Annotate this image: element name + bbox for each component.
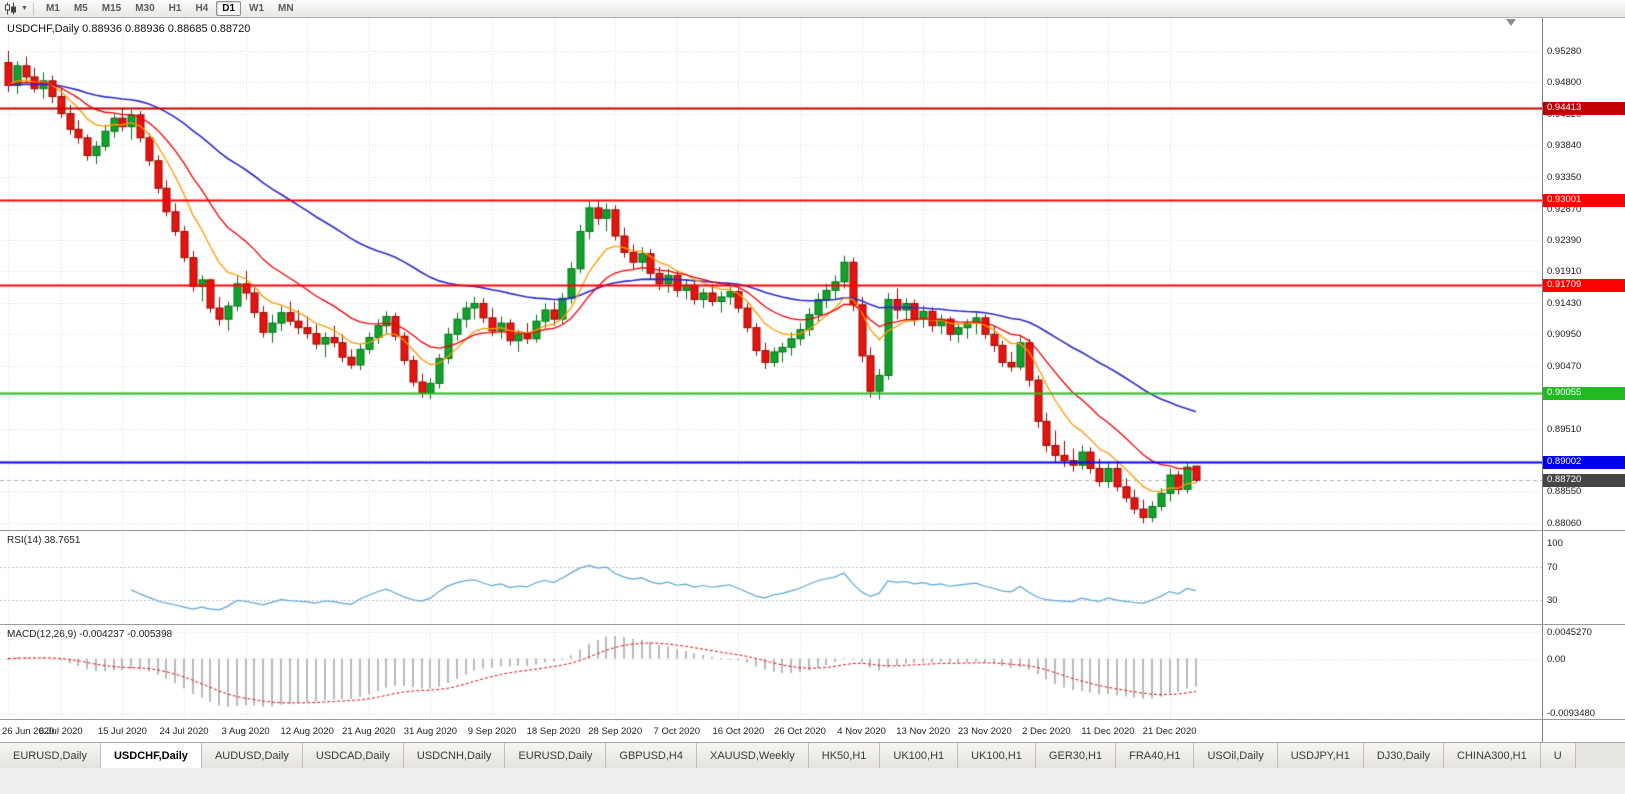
price-level-tag: 0.90055 [1543,386,1625,400]
time-axis-label: 13 Nov 2020 [896,726,951,737]
price-tick-label: 0.93840 [1547,140,1582,152]
chart-tab-uk100-h1[interactable]: UK100,H1 [880,743,959,768]
chart-tab-uk100-h1[interactable]: UK100,H1 [958,743,1036,768]
time-axis-label: 4 Nov 2020 [837,726,886,737]
time-axis-label: 3 Aug 2020 [221,726,270,737]
timeframe-button-m15[interactable]: M15 [101,3,122,14]
macd-tick-label: -0.0093480 [1547,708,1596,720]
chart-tab-eurusd-daily[interactable]: EURUSD,Daily [0,743,101,768]
timeframe-button-h1[interactable]: H1 [168,3,182,14]
chart-tab-usdcnh-daily[interactable]: USDCNH,Daily [403,743,506,768]
time-axis-label: 18 Sep 2020 [526,726,581,737]
bottom-strip [0,768,1625,794]
time-axis-label: 26 Oct 2020 [774,726,826,737]
timeframe-button-h4[interactable]: H4 [195,3,209,14]
time-axis-label: 2 Dec 2020 [1022,726,1071,737]
candlestick-chart-icon[interactable] [4,2,18,15]
chart-tab-china300-h1[interactable]: CHINA300,H1 [1444,743,1541,768]
timeframe-button-m1[interactable]: M1 [45,3,60,14]
time-axis-label: 24 Jul 2020 [159,726,209,737]
price-level-tag: 0.94413 [1543,101,1625,115]
price-tick-label: 0.89510 [1547,423,1582,435]
chart-tab-hk50-h1[interactable]: HK50,H1 [808,743,881,768]
timeframe-buttons: M1 M5 M15 M30 H1 H4 D1 W1 MN [40,0,302,18]
time-axis-label: 6 Jul 2020 [38,726,83,737]
chart-tab-eurusd-daily[interactable]: EURUSD,Daily [505,743,607,768]
price-tick-label: 0.88060 [1547,518,1582,530]
macd-indicator-label: MACD(12,26,9) -0.004237 -0.005398 [7,629,173,640]
time-axis-label: 23 Nov 2020 [957,726,1012,737]
rsi-tick-label: 100 [1547,537,1563,549]
macd-tick-label: 0.00 [1547,653,1566,665]
time-axis[interactable]: 26 Jun 2020 6 Jul 2020 15 Jul 2020 24 Jul 2… [0,720,1542,742]
timeframe-button-m5[interactable]: M5 [73,3,88,14]
timeframe-button-w1[interactable]: W1 [249,3,265,14]
toolbar-separator [32,2,34,15]
current-price-tag: 0.88720 [1543,474,1625,488]
timeframe-button-d1[interactable]: D1 [216,1,242,16]
time-axis-label: 15 Jul 2020 [97,726,147,737]
rsi-tick-label: 30 [1547,594,1558,606]
price-level-tag: 0.93001 [1543,193,1625,207]
chart-tab-audusd-daily[interactable]: AUDUSD,Daily [201,743,303,768]
chart-region: USDCHF,Daily 0.88936 0.88936 0.88685 0.8… [0,18,1625,742]
chart-tab-ger30-h1[interactable]: GER30,H1 [1035,743,1117,768]
time-axis-label: 12 Aug 2020 [280,726,334,737]
time-axis-label: 31 Aug 2020 [403,726,458,737]
pane-separator[interactable] [0,624,1625,625]
price-tick-label: 0.91430 [1547,297,1582,309]
time-axis-label: 26 Jun 2020 [2,726,55,737]
chart-tab-usdcad-daily[interactable]: USDCAD,Daily [302,743,404,768]
timeframe-button-mn[interactable]: MN [278,3,294,14]
price-axis[interactable]: 0.952800.948000.943200.938400.933500.928… [1542,18,1625,742]
price-tick-label: 0.92870 [1547,203,1582,215]
time-axis-label: 21 Dec 2020 [1142,726,1197,737]
chart-tab-usdjpy-h1[interactable]: USDJPY,H1 [1277,743,1364,768]
time-axis-label: 16 Oct 2020 [712,726,765,737]
toolbar: ▼ M1 M5 M15 M30 H1 H4 D1 W1 MN [0,0,1625,18]
macd-tick-label: 0.0045270 [1547,627,1592,639]
price-tick-label: 0.90470 [1547,360,1582,372]
price-tick-label: 0.88550 [1547,486,1582,498]
chart-tab-xauusd-weekly[interactable]: XAUUSD,Weekly [696,743,809,768]
time-axis-label: 7 Oct 2020 [653,726,701,737]
chart-shift-marker-icon [1506,19,1516,26]
time-axis-label: 28 Sep 2020 [588,726,643,737]
price-tick-label: 0.92390 [1547,234,1582,246]
chart-tab-fra40-h1[interactable]: FRA40,H1 [1116,743,1195,768]
price-tick-label: 0.95280 [1547,45,1582,57]
timeframe-button-m30[interactable]: M30 [135,3,155,14]
time-axis-label: 9 Sep 2020 [467,726,517,737]
chart-tab-dj30-daily[interactable]: DJ30,Daily [1363,743,1445,768]
rsi-indicator-label: RSI(14) 38.7651 [7,535,81,546]
chart-tab-u[interactable]: U [1540,743,1576,768]
chart-title: USDCHF,Daily 0.88936 0.88936 0.88685 0.8… [7,23,251,35]
price-level-tag: 0.89002 [1543,455,1625,469]
chart-tab-gbpusd-h4[interactable]: GBPUSD,H4 [606,743,697,768]
pane-separator[interactable] [0,719,1625,720]
chart-tab-usdchf-daily[interactable]: USDCHF,Daily [100,743,202,768]
dropdown-caret-icon[interactable]: ▼ [21,5,28,12]
price-tick-label: 0.94800 [1547,77,1582,89]
price-tick-label: 0.91910 [1547,266,1582,278]
pane-separator[interactable] [0,530,1625,531]
time-axis-label: 11 Dec 2020 [1081,726,1135,737]
price-level-tag: 0.91709 [1543,278,1625,292]
time-axis-label: 21 Aug 2020 [342,726,396,737]
chart-tab-usoil-daily[interactable]: USOil,Daily [1194,743,1278,768]
price-tick-label: 0.90950 [1547,329,1582,341]
chart-tab-bar: EURUSD,Daily USDCHF,Daily AUDUSD,Daily USDC… [0,742,1625,768]
price-tick-label: 0.93350 [1547,172,1582,184]
rsi-tick-label: 70 [1547,562,1558,573]
price-chart-canvas[interactable] [0,18,1542,720]
